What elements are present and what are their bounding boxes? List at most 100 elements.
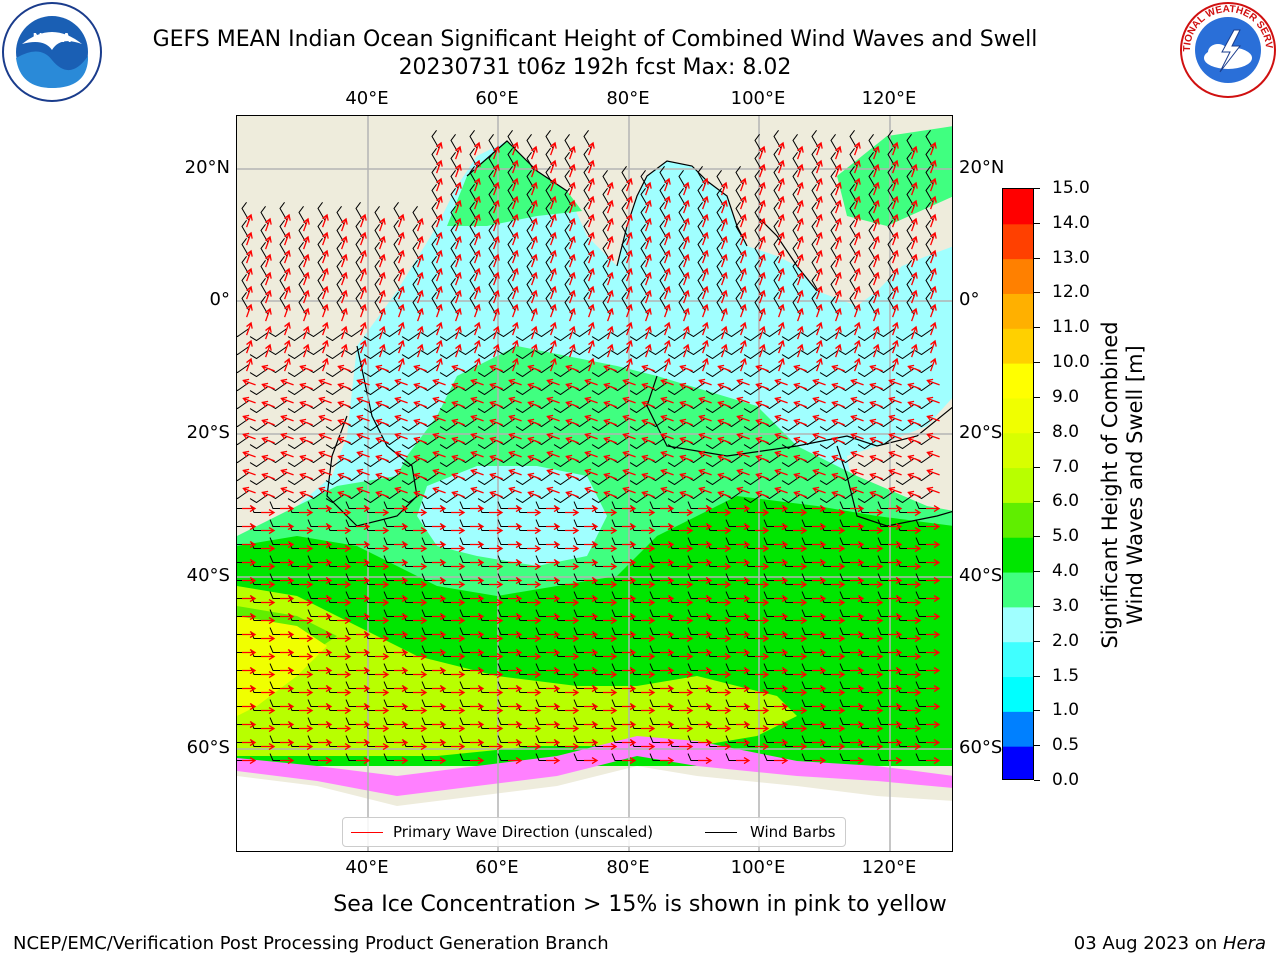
wind-barb <box>849 256 858 275</box>
wave-arrow <box>492 199 500 214</box>
wind-barb <box>811 256 820 275</box>
wave-arrow <box>394 720 409 729</box>
wave-arrow <box>530 199 538 214</box>
wave-arrow <box>926 378 940 386</box>
wave-arrow <box>356 450 370 458</box>
wave-arrow <box>698 486 712 494</box>
wave-arrow <box>625 267 633 282</box>
wave-arrow <box>644 289 652 304</box>
wind-barb <box>401 440 421 450</box>
wave-arrow <box>565 580 580 589</box>
wave-arrow <box>850 666 865 675</box>
coastlines <box>326 140 952 527</box>
wind-barb <box>237 364 250 374</box>
wave-arrow <box>280 396 294 404</box>
wind-barb <box>298 296 307 315</box>
wind-barb <box>564 224 573 243</box>
wave-arrow <box>337 742 352 751</box>
wave-arrow <box>853 177 861 192</box>
wind-barb <box>515 386 535 396</box>
wave-arrow <box>549 339 557 354</box>
wave-arrow <box>755 544 770 553</box>
wave-arrow <box>736 558 751 567</box>
wind-barb <box>583 184 592 203</box>
wind-barb <box>279 256 288 275</box>
wind-barb <box>431 202 440 221</box>
wave-arrow <box>435 267 443 282</box>
wave-arrow <box>280 738 295 747</box>
wave-arrow <box>451 454 465 462</box>
wave-arrow <box>299 724 314 733</box>
wave-arrow <box>793 616 808 625</box>
wind-barb <box>237 418 250 428</box>
wave-arrow <box>831 436 845 444</box>
wave-arrow <box>758 307 766 322</box>
wind-barb <box>743 494 763 504</box>
wave-arrow <box>435 159 443 174</box>
wave-arrow <box>568 253 576 268</box>
colorbar-segment <box>1003 606 1033 643</box>
wave-arrow <box>926 432 940 440</box>
wind-barb <box>431 184 440 203</box>
wave-arrow <box>470 558 485 567</box>
wave-arrow <box>926 414 940 422</box>
wave-arrow <box>698 594 713 603</box>
wave-arrow <box>451 364 465 372</box>
wave-arrow <box>812 702 827 711</box>
wind-barb <box>895 440 915 450</box>
wave-arrow <box>679 652 694 661</box>
wave-arrow <box>603 526 618 535</box>
colorbar-tick-mark <box>1034 710 1040 712</box>
wave-arrow <box>644 253 652 268</box>
wave-arrow <box>755 436 769 444</box>
wave-arrow <box>302 289 310 304</box>
wind-barb <box>477 332 497 342</box>
wave-arrow <box>318 522 333 531</box>
wave-arrow <box>359 267 367 282</box>
wave-arrow <box>739 321 747 336</box>
lon-label-top: 80°E <box>606 88 650 109</box>
wind-barb <box>477 422 497 432</box>
wave-arrow <box>698 414 712 422</box>
wind-barb <box>621 166 630 185</box>
wave-arrow <box>682 199 690 214</box>
wave-arrow <box>508 468 522 476</box>
wave-arrow <box>261 472 275 480</box>
wave-arrow <box>815 285 823 300</box>
wind-barb <box>553 332 573 342</box>
lon-label-bottom: 80°E <box>606 857 650 878</box>
wave-arrow <box>755 580 770 589</box>
wind-barb <box>895 368 915 378</box>
wind-barb <box>488 188 497 207</box>
wave-arrow <box>321 213 329 228</box>
colorbar-tick-mark <box>1034 536 1040 538</box>
wind-barb <box>469 166 478 185</box>
wave-arrow <box>834 199 842 214</box>
colorbar-tick-mark <box>1034 780 1040 781</box>
wave-arrow <box>264 343 272 358</box>
lon-label-bottom: 60°E <box>475 857 519 878</box>
wind-barb <box>754 134 763 153</box>
wave-arrow <box>853 285 861 300</box>
wave-arrow <box>891 321 899 336</box>
wave-arrow <box>869 652 884 661</box>
wave-arrow <box>413 652 428 661</box>
wave-arrow <box>625 195 633 210</box>
wave-arrow <box>869 490 883 498</box>
wind-barb <box>792 170 801 189</box>
wave-arrow <box>530 235 538 250</box>
wave-arrow <box>793 454 807 462</box>
wave-arrow <box>359 249 367 264</box>
wave-arrow <box>432 576 447 585</box>
wind-barb <box>887 220 896 239</box>
wave-arrow <box>584 630 599 639</box>
wind-barb <box>648 328 668 338</box>
wave-arrow <box>660 414 674 422</box>
wind-barb <box>659 202 668 221</box>
wave-arrow <box>888 432 902 440</box>
wave-arrow <box>527 742 542 751</box>
wave-arrow <box>318 666 333 675</box>
wave-arrow <box>356 720 371 729</box>
wave-arrow <box>280 594 295 603</box>
wave-arrow <box>850 684 865 693</box>
